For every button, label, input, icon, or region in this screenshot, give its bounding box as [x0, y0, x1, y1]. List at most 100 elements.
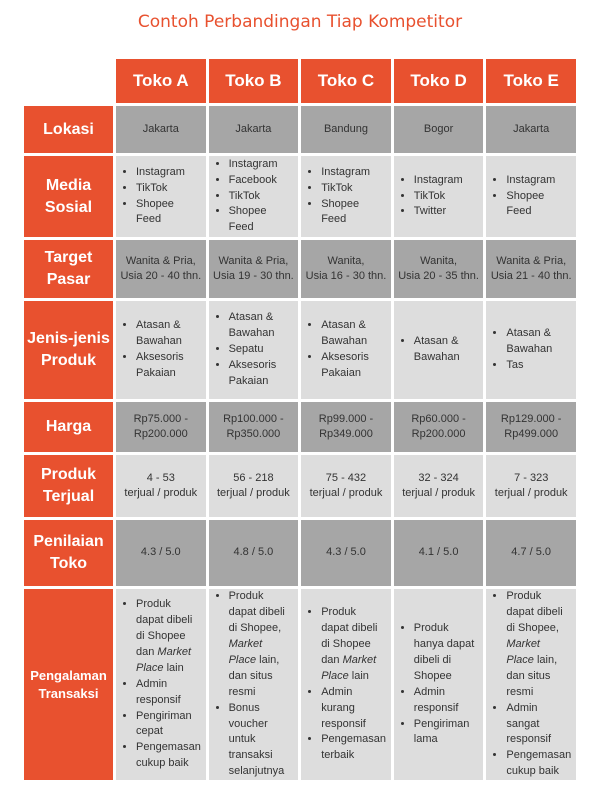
list-item: Atasan & Bawahan — [229, 310, 293, 342]
row-label-line: Produk — [40, 352, 97, 369]
cell-pengalaman-transaksi: Produk hanya dapat dibeli di Shopee Admi… — [393, 589, 484, 781]
row-label-jenis-produk: Jenis-jenis Produk — [24, 301, 113, 399]
cell-harga: Rp75.000 - Rp200.000 — [116, 402, 206, 452]
bullet-list: Instagram Facebook TikTok Shopee Feed — [209, 157, 299, 237]
cell-target-pasar: Wanita & Pria, Usia 21 - 40 thn. — [486, 240, 576, 298]
row-label-penilaian-toko: Penilaian Toko — [24, 520, 113, 586]
row-label-pengalaman-transaksi: Pengalaman Transaksi — [24, 589, 113, 781]
list-item: Shopee Feed — [321, 197, 385, 229]
list-item: Atasan & Bawahan — [321, 318, 385, 350]
row-target-pasar: Target Pasar Wanita & Pria, Usia 20 - 40… — [24, 240, 576, 298]
list-item: TikTok — [414, 189, 478, 205]
list-item: Instagram — [506, 173, 570, 189]
cell-pengalaman-transaksi: Produk dapat dibeli di Shopee dan Market… — [116, 589, 206, 781]
cell-line: Rp100.000 - — [223, 412, 284, 425]
store-header: Toko D — [393, 59, 484, 103]
cell-line: Wanita & Pria, — [218, 254, 289, 267]
cell-pengalaman-transaksi: Produk dapat dibeli di Shopee dan Market… — [301, 589, 391, 781]
cell-lokasi: Bogor — [393, 106, 484, 153]
cell-jenis-produk: Atasan & Bawahan Aksesoris Pakaian — [116, 301, 206, 399]
cell-lokasi: Bandung — [301, 106, 391, 153]
list-item: TikTok — [321, 181, 385, 197]
row-label-lokasi: Lokasi — [24, 106, 113, 153]
cell-line: Rp75.000 - — [133, 412, 189, 425]
cell-line: Usia 20 - 40 thn. — [120, 270, 202, 282]
item-text-italic: Market Place — [136, 645, 192, 674]
cell-line: terjual / produk — [494, 487, 568, 499]
list-item: Admin kurang responsif — [321, 685, 385, 733]
row-produk-terjual: Produk Terjual 4 - 53 terjual / produk 5… — [24, 455, 576, 517]
row-label-line: Target — [44, 249, 93, 267]
item-text: Produk hanya dapat dibeli di Shopee — [413, 621, 475, 682]
cell-media-sosial: Instagram TikTok Shopee Feed — [116, 156, 206, 237]
list-item: Tas — [506, 358, 570, 374]
row-label-media-sosial: Media Sosial — [24, 156, 113, 237]
list-item: Produk dapat dibeli di Shopee, Market Pl… — [506, 589, 570, 701]
bullet-list: Produk dapat dibeli di Shopee, Market Pl… — [486, 589, 576, 780]
bullet-list: Atasan & Bawahan Aksesoris Pakaian — [116, 318, 206, 382]
row-label-target-pasar: Target Pasar — [24, 240, 113, 298]
cell-jenis-produk: Atasan & Bawahan Tas — [486, 301, 576, 399]
bullet-list: Atasan & Bawahan Sepatu Aksesoris Pakaia… — [209, 310, 299, 390]
row-label-line: Pengalaman — [30, 668, 107, 684]
bullet-list: Instagram TikTok Shopee Feed — [301, 165, 391, 229]
cell-line: 7 - 323 — [514, 471, 549, 484]
cell-penilaian-toko: 4.7 / 5.0 — [486, 520, 576, 586]
cell-jenis-produk: Atasan & Bawahan Sepatu Aksesoris Pakaia… — [208, 301, 299, 399]
cell-penilaian-toko: 4.3 / 5.0 — [116, 520, 206, 586]
cell-jenis-produk: Atasan & Bawahan Aksesoris Pakaian — [301, 301, 391, 399]
list-item: Admin sangat responsif — [506, 701, 570, 749]
cell-penilaian-toko: 4.1 / 5.0 — [393, 520, 484, 586]
item-text: lain, dan situs resmi — [506, 653, 558, 698]
list-item: TikTok — [136, 181, 200, 197]
cell-pengalaman-transaksi: Produk dapat dibeli di Shopee, Market Pl… — [486, 589, 576, 781]
row-pengalaman-transaksi: Pengalaman Transaksi Produk dapat dibeli… — [24, 589, 576, 781]
bullet-list: Produk dapat dibeli di Shopee dan Market… — [116, 597, 206, 772]
list-item: Produk hanya dapat dibeli di Shopee — [414, 621, 478, 685]
list-item: Pengemasan cukup baik — [136, 740, 201, 772]
row-label-line: Produk — [40, 466, 97, 484]
item-text: lain — [348, 669, 369, 682]
row-label-line: Sosial — [44, 198, 93, 216]
row-jenis-produk: Jenis-jenis Produk Atasan & Bawahan Akse… — [24, 301, 576, 399]
cell-produk-terjual: 32 - 324 terjual / produk — [393, 455, 484, 517]
list-item: Facebook — [229, 173, 293, 189]
list-item: Instagram — [414, 173, 478, 189]
cell-harga: Rp100.000 - Rp350.000 — [208, 402, 299, 452]
list-item: Admin responsif — [414, 685, 478, 717]
store-header: Toko E — [486, 59, 576, 103]
bullet-list: Produk dapat dibeli di Shopee dan Market… — [301, 605, 391, 764]
list-item: Instagram — [229, 157, 293, 173]
list-item: Pengiriman lama — [414, 717, 478, 749]
cell-line: Wanita, — [327, 254, 365, 267]
item-text-italic: Market Place — [228, 637, 263, 666]
cell-line: Rp350.000 — [226, 428, 281, 440]
row-label-line: Jenis-jenis — [27, 330, 110, 348]
list-item: Atasan & Bawahan — [506, 326, 570, 358]
item-text: lain — [163, 661, 184, 674]
cell-line: 56 - 218 — [233, 471, 274, 484]
row-lokasi: Lokasi Jakarta Jakarta Bandung Bogor Jak… — [24, 106, 576, 153]
row-label-harga: Harga — [24, 402, 113, 452]
cell-line: terjual / produk — [124, 487, 198, 499]
cell-line: Rp349.000 — [319, 428, 373, 440]
row-label-line: Terjual — [42, 488, 95, 505]
cell-target-pasar: Wanita, Usia 16 - 30 thn. — [301, 240, 391, 298]
cell-line: terjual / produk — [217, 487, 290, 499]
cell-target-pasar: Wanita, Usia 20 - 35 thn. — [393, 240, 484, 298]
cell-line: Usia 20 - 35 thn. — [398, 270, 479, 282]
list-item: Shopee Feed — [136, 197, 200, 229]
cell-lokasi: Jakarta — [486, 106, 576, 153]
cell-produk-terjual: 7 - 323 terjual / produk — [486, 455, 576, 517]
item-text: Produk dapat dibeli di Shopee, — [228, 590, 285, 634]
cell-media-sosial: Instagram Shopee Feed — [486, 156, 576, 237]
list-item: Shopee Feed — [229, 204, 293, 236]
bullet-list: Atasan & Bawahan — [394, 334, 484, 366]
item-text-italic: Market Place — [321, 653, 377, 682]
list-item: Bonus voucher untuk transaksi selanjutny… — [229, 701, 293, 781]
bullet-list: Produk dapat dibeli di Shopee, Market Pl… — [209, 589, 299, 780]
bullet-list: Instagram TikTok Shopee Feed — [116, 165, 206, 229]
cell-produk-terjual: 4 - 53 terjual / produk — [116, 455, 206, 517]
cell-harga: Rp60.000 - Rp200.000 — [393, 402, 484, 452]
list-item: Pengemasan terbaik — [321, 732, 386, 764]
